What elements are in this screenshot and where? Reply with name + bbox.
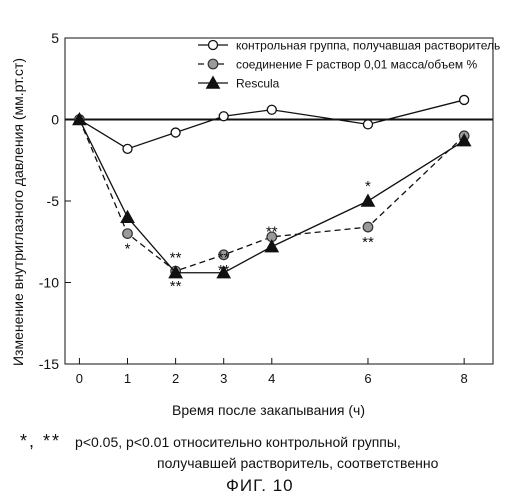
footnote-line-2: получавшей растворитель, соответственно — [157, 455, 438, 471]
significance-mark: ** — [218, 250, 230, 267]
data-point — [123, 229, 133, 239]
y-axis-label: Изменение внутриглазного давления (мм.рт… — [10, 58, 26, 366]
footnote-text-1: p<0.05, p<0.01 относительно контрольной … — [75, 434, 401, 450]
significance-mark: ** — [266, 244, 278, 261]
legend: контрольная группа, получавшая растворит… — [198, 39, 500, 91]
data-point — [363, 120, 372, 129]
data-point — [219, 112, 228, 121]
legend-marker — [209, 41, 218, 50]
y-tick-label: -15 — [39, 356, 59, 372]
footnote-line-1: *, ** p<0.05, p<0.01 относительно контрол… — [20, 431, 401, 452]
significance-mark: ** — [362, 234, 374, 251]
x-tick-label: 0 — [76, 371, 83, 386]
legend-label: соединение F раствор 0,01 масса/объем % — [236, 58, 478, 72]
x-tick-label: 6 — [364, 371, 371, 386]
legend-item: соединение F раствор 0,01 масса/объем % — [198, 58, 478, 72]
series-1 — [75, 95, 469, 153]
legend-label: контрольная группа, получавшая растворит… — [236, 39, 500, 53]
legend-item: Rescula — [198, 77, 280, 91]
data-point — [121, 211, 134, 223]
data-point — [267, 105, 276, 114]
y-tick-label: -5 — [47, 193, 60, 209]
legend-marker — [208, 59, 218, 69]
significance-marks: **************** — [125, 178, 374, 295]
significance-mark: * — [365, 178, 371, 195]
y-tick-label: 5 — [51, 30, 59, 46]
x-tick-label: 1 — [124, 371, 131, 386]
x-tick-label: 3 — [220, 371, 227, 386]
x-tick-label: 2 — [172, 371, 179, 386]
x-axis-label: Время после закапывания (ч) — [172, 402, 365, 418]
y-tick-label: -10 — [39, 275, 59, 291]
data-point — [123, 144, 132, 153]
y-tick-label: 0 — [51, 112, 59, 128]
significance-mark: ** — [266, 224, 278, 241]
x-tick-label: 4 — [268, 371, 275, 386]
data-point — [460, 95, 469, 104]
figure-label: ФИГ. 10 — [226, 476, 294, 496]
significance-mark: ** — [170, 250, 182, 267]
data-point — [361, 195, 374, 207]
significance-mark: ** — [170, 278, 182, 295]
data-point — [363, 222, 373, 232]
significance-mark: * — [125, 241, 131, 258]
legend-item: контрольная группа, получавшая растворит… — [198, 39, 500, 53]
data-point — [171, 128, 180, 137]
legend-label: Rescula — [236, 77, 280, 91]
x-tick-label: 8 — [461, 371, 468, 386]
footnote-stars: *, ** — [20, 431, 61, 451]
